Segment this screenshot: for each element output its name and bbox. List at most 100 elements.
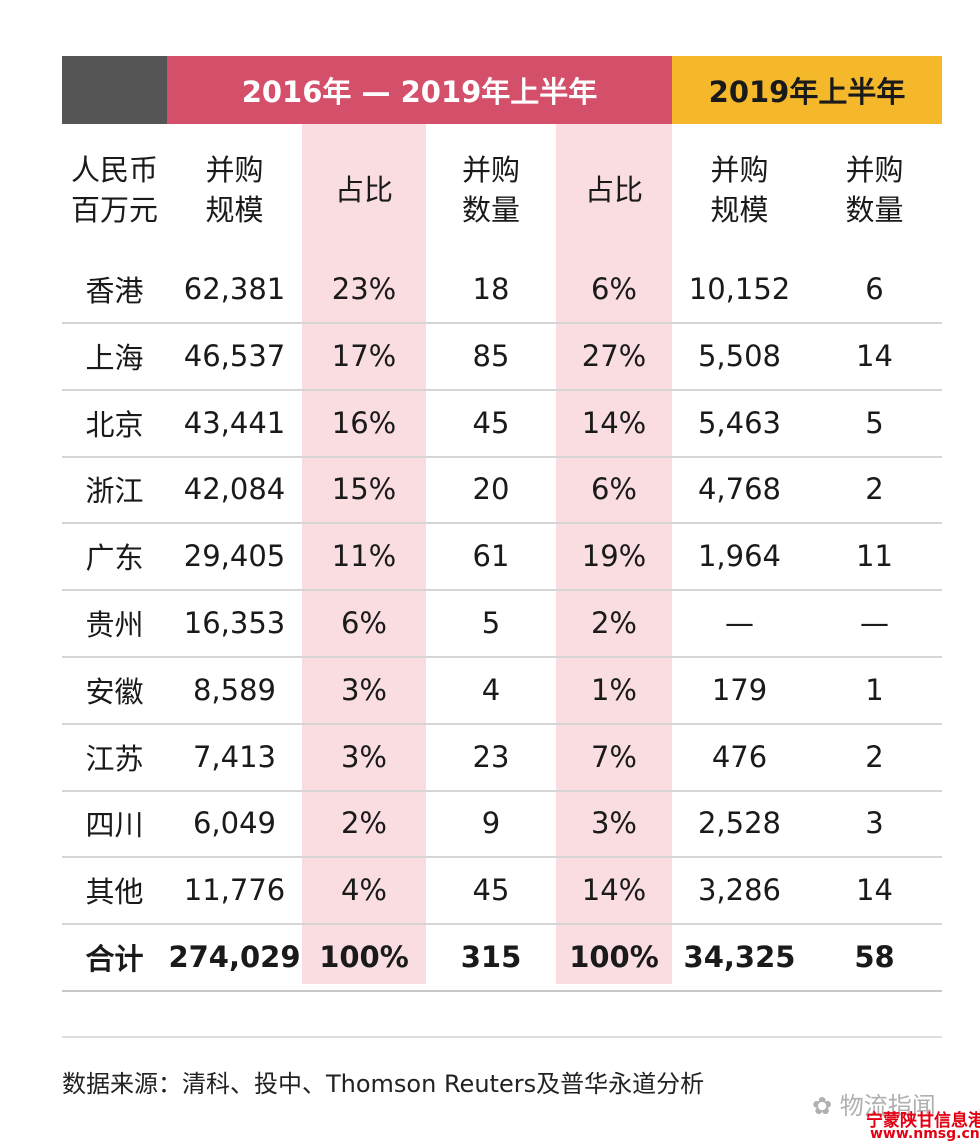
cell-h1-deal-count: 6 <box>865 272 884 306</box>
source-note: 数据来源：清科、投中、Thomson Reuters及普华永道分析 <box>62 1070 705 1098</box>
cell-h1-deal-value: 5,508 <box>697 338 782 373</box>
cell-region: 安徽 <box>85 674 144 709</box>
site-watermark-url: www.nmsg.cn <box>870 1126 980 1142</box>
cell-value-share: 3% <box>340 739 387 774</box>
cell-h1-deal-count: 5 <box>865 405 884 440</box>
cell-h1-deal-count: 2 <box>865 472 884 507</box>
cell-h1-deal-value: 1,964 <box>697 539 782 574</box>
cell-region: 四川 <box>85 808 144 843</box>
table-row: 其他 11,776 4% 45 14% 3,286 14 <box>62 857 942 926</box>
col-header-count-share: 占比 <box>584 173 643 207</box>
table-row: 香港 62,381 23% 18 6% 10,152 6 <box>62 256 942 324</box>
cell-value-share: 16% <box>331 405 397 440</box>
table-row: 四川 6,049 2% 9 3% 2,528 3 <box>62 790 942 859</box>
cell-count-share: 6% <box>590 472 637 507</box>
table-row: 江苏 7,413 3% 23 7% 476 2 <box>62 724 942 792</box>
cell-count-share: 6% <box>590 272 637 306</box>
cell-deal-value: 29,405 <box>183 539 286 574</box>
cell-deal-value: 7,413 <box>192 739 277 774</box>
cell-deal-count: 61 <box>472 539 510 574</box>
cell-h1-deal-count: 1 <box>865 672 884 707</box>
site-watermark-name: 宁蒙陕甘信息港 <box>866 1111 980 1131</box>
wechat-watermark: ✿ 物流指闻 <box>812 1086 936 1121</box>
cell-deal-count: 18 <box>472 272 510 306</box>
cell-h1-deal-value: 5,463 <box>697 405 782 440</box>
cell-region: 浙江 <box>85 474 144 509</box>
cell-deal-value: 62,381 <box>183 272 286 306</box>
column-headers: 人民币 百万元 并购 规模 占比 并购 数量 占比 并购 规模 并购 数量 <box>62 124 942 256</box>
cell-h1-deal-value: 10,152 <box>688 272 791 306</box>
cell-h1-deal-count: — <box>860 606 889 640</box>
cell-region: 贵州 <box>85 608 144 642</box>
cell-h1-deal-value: 476 <box>711 739 768 774</box>
wechat-account-name: 物流指闻 <box>839 1092 936 1120</box>
cell-count-share: 1% <box>590 672 637 707</box>
cell-deal-value: 274,029 <box>168 940 301 974</box>
cell-deal-count: 23 <box>472 739 510 774</box>
cell-region: 江苏 <box>85 741 144 776</box>
cell-value-share: 100% <box>319 940 409 974</box>
cell-value-share: 23% <box>331 272 397 306</box>
cell-h1-deal-value: — <box>725 606 754 640</box>
cell-count-share: 14% <box>581 405 647 440</box>
header-period-2016-2019: 2016年 — 2019年上半年 <box>167 56 672 124</box>
col-header-unit: 人民币 百万元 <box>70 153 158 227</box>
cell-deal-count: 85 <box>472 338 510 373</box>
cell-count-share: 7% <box>590 739 637 774</box>
col-header-h1-deal-value: 并购 规模 <box>710 153 769 227</box>
table-row: 北京 43,441 16% 45 14% 5,463 5 <box>62 390 942 458</box>
table-row: 贵州 16,353 6% 5 2% — — <box>62 590 942 658</box>
col-header-deal-count: 并购 数量 <box>461 153 520 227</box>
cell-count-share: 14% <box>581 873 647 908</box>
cell-count-share: 27% <box>581 338 647 373</box>
cell-value-share: 2% <box>340 806 387 841</box>
cell-deal-value: 6,049 <box>192 806 277 841</box>
cell-deal-count: 4 <box>481 672 501 707</box>
cell-value-share: 4% <box>340 873 387 908</box>
cell-deal-value: 16,353 <box>183 606 286 640</box>
cell-deal-count: 9 <box>481 806 501 841</box>
cell-h1-deal-value: 34,325 <box>683 940 796 974</box>
cell-h1-deal-count: 11 <box>856 539 893 574</box>
cell-region: 香港 <box>85 274 144 308</box>
cell-h1-deal-count: 58 <box>854 940 895 974</box>
cell-region: 其他 <box>85 875 144 910</box>
table-row: 广东 29,405 11% 61 19% 1,964 11 <box>62 523 942 592</box>
col-header-deal-value: 并购 规模 <box>205 153 264 227</box>
cell-deal-count: 315 <box>460 940 522 974</box>
cell-deal-count: 45 <box>472 873 510 908</box>
header-blank-cell <box>62 56 167 124</box>
header-period-2019h1: 2019年上半年 <box>672 56 942 124</box>
col-header-h1-deal-count: 并购 数量 <box>845 153 904 227</box>
cell-region: 广东 <box>85 541 144 576</box>
cell-deal-count: 20 <box>472 472 510 507</box>
divider <box>62 1036 942 1038</box>
cell-count-share: 19% <box>581 539 647 574</box>
cell-h1-deal-value: 2,528 <box>697 806 782 841</box>
cell-count-share: 3% <box>590 806 637 841</box>
table-row: 上海 46,537 17% 85 27% 5,508 14 <box>62 323 942 391</box>
wechat-icon: ✿ <box>812 1092 833 1120</box>
cell-h1-deal-count: 14 <box>856 873 893 908</box>
cell-h1-deal-count: 3 <box>865 806 884 841</box>
cell-deal-value: 43,441 <box>183 405 286 440</box>
cell-region: 合计 <box>85 942 144 976</box>
share-column-shade-2 <box>556 124 672 984</box>
cell-value-share: 3% <box>340 672 387 707</box>
cell-value-share: 11% <box>331 539 397 574</box>
cell-deal-count: 45 <box>472 405 510 440</box>
cell-deal-value: 8,589 <box>192 672 277 707</box>
cell-value-share: 17% <box>331 338 397 373</box>
cell-h1-deal-value: 179 <box>711 672 768 707</box>
cell-count-share: 100% <box>569 940 659 974</box>
share-column-shade-1 <box>302 124 426 984</box>
table-row: 浙江 42,084 15% 20 6% 4,768 2 <box>62 456 942 525</box>
cell-value-share: 15% <box>331 472 397 507</box>
cell-h1-deal-count: 14 <box>856 338 893 373</box>
cell-region: 北京 <box>85 407 144 442</box>
table-row: 安徽 8,589 3% 4 1% 179 1 <box>62 657 942 725</box>
cell-deal-count: 5 <box>481 606 501 640</box>
cell-value-share: 6% <box>340 606 387 640</box>
cell-deal-value: 46,537 <box>183 338 286 373</box>
col-header-value-share: 占比 <box>334 173 393 207</box>
